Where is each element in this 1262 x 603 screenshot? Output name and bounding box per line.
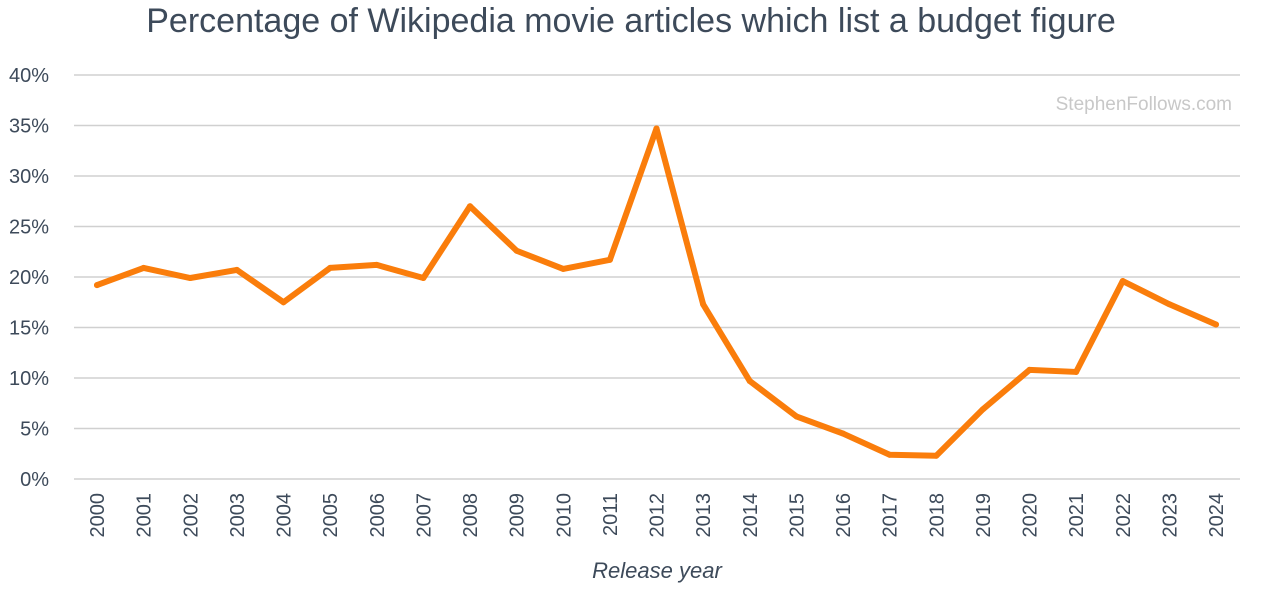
data-point: [1119, 278, 1126, 285]
x-tick-label: 2005: [320, 493, 342, 538]
data-point: [746, 378, 753, 385]
x-tick-label: 2003: [227, 493, 249, 538]
data-point: [979, 406, 986, 413]
data-point: [467, 203, 473, 210]
x-tick-label: 2011: [600, 493, 622, 536]
data-point: [793, 413, 800, 420]
y-tick-label: 0%: [20, 469, 49, 491]
x-tick-label: 2004: [274, 493, 296, 538]
x-tick-label: 2020: [1020, 493, 1042, 538]
data-point: [933, 452, 940, 459]
data-point: [327, 264, 334, 271]
x-tick-label: 2002: [180, 493, 202, 538]
x-tick-label: 2017: [880, 493, 902, 538]
x-tick-label: 2021: [1066, 493, 1088, 538]
x-tick-label: 2012: [647, 493, 669, 538]
x-tick-label: 2010: [553, 493, 575, 538]
data-point: [140, 264, 147, 271]
data-point: [233, 266, 240, 273]
x-tick-label: 2022: [1113, 493, 1135, 538]
y-axis-tick-labels: 0% 5% 10% 15% 20% 25% 30% 35% 40%: [9, 65, 49, 491]
data-point: [373, 261, 380, 268]
x-tick-label: 2016: [833, 493, 855, 538]
data-point: [94, 282, 100, 289]
x-tick-label: 2009: [507, 493, 529, 538]
data-point: [886, 451, 893, 458]
data-point: [1073, 368, 1080, 375]
x-axis-title: Release year: [592, 558, 723, 583]
y-tick-label: 10%: [9, 368, 49, 390]
data-point: [840, 430, 846, 437]
x-tick-label: 2007: [413, 493, 435, 538]
y-tick-label: 30%: [9, 166, 49, 188]
x-tick-label: 2019: [973, 493, 995, 538]
x-tick-label: 2013: [693, 493, 715, 538]
y-tick-label: 15%: [9, 318, 49, 340]
x-tick-label: 2000: [87, 493, 109, 538]
y-tick-label: 20%: [9, 267, 49, 289]
y-tick-label: 40%: [9, 65, 49, 87]
data-point: [1166, 301, 1173, 308]
y-tick-label: 25%: [9, 217, 49, 239]
x-tick-label: 2024: [1206, 493, 1228, 538]
data-point: [560, 265, 567, 272]
data-point: [1213, 321, 1219, 328]
x-tick-label: 2001: [134, 493, 156, 538]
x-tick-label: 2014: [740, 493, 762, 538]
data-point: [280, 299, 287, 306]
x-tick-label: 2008: [460, 493, 482, 538]
data-point: [420, 275, 427, 282]
x-tick-label: 2023: [1159, 493, 1181, 538]
x-axis-tick-labels: 2000 2001 2002 2003 2004 2005 2006 2007 2008 2009…: [87, 493, 1228, 538]
series-line: [94, 125, 1219, 459]
y-tick-label: 5%: [20, 419, 49, 441]
data-point: [513, 247, 520, 254]
chart-title: Percentage of Wikipedia movie articles w…: [146, 2, 1116, 40]
y-tick-label: 35%: [9, 116, 49, 138]
x-tick-label: 2006: [367, 493, 389, 538]
watermark-text: StephenFollows.com: [1056, 94, 1232, 115]
data-point: [187, 275, 194, 282]
data-point: [606, 256, 613, 263]
data-point: [1026, 366, 1033, 373]
data-point: [700, 301, 707, 308]
x-tick-label: 2015: [786, 493, 808, 538]
gridlines: [74, 74, 1240, 480]
x-tick-label: 2018: [926, 493, 948, 538]
series-layer: [94, 125, 1219, 459]
data-point: [653, 125, 660, 132]
